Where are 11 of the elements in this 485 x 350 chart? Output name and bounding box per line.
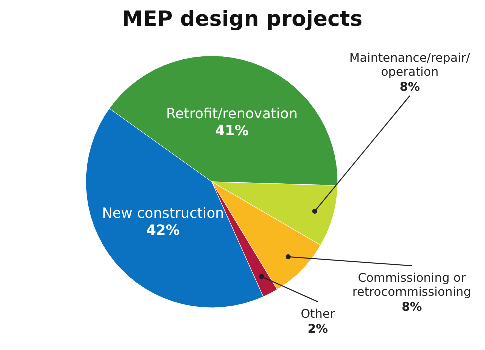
chart-title: MEP design projects bbox=[122, 7, 363, 31]
slice-label: Other bbox=[300, 307, 336, 321]
data-label: 2% bbox=[308, 322, 328, 336]
data-label: 8% bbox=[402, 300, 422, 314]
data-label: 42% bbox=[146, 222, 180, 239]
data-label: 41% bbox=[215, 123, 249, 140]
slice-label: Retrofit/renovation bbox=[166, 106, 298, 122]
slice-label: Commissioning or retrocommissioning bbox=[352, 271, 472, 299]
slice-label: Maintenance/repair/operation bbox=[350, 51, 472, 79]
data-label: 8% bbox=[400, 80, 420, 94]
slice-label: New construction bbox=[102, 206, 224, 222]
